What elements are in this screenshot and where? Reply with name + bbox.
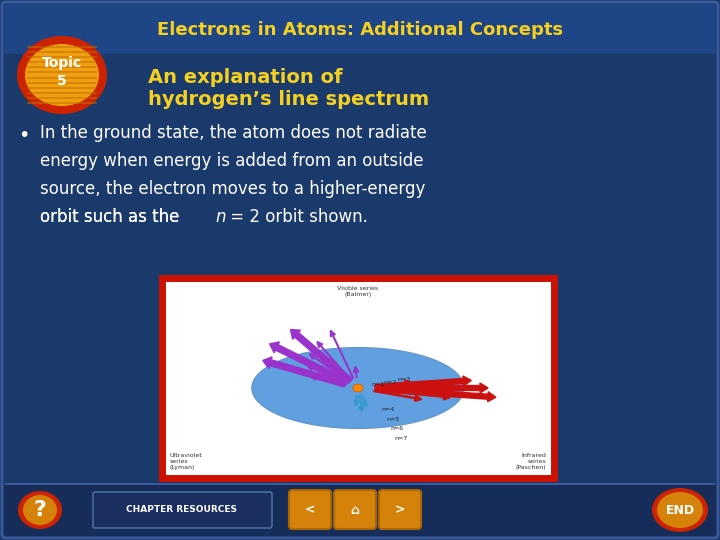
FancyBboxPatch shape [334, 490, 376, 529]
FancyBboxPatch shape [289, 490, 331, 529]
Text: •: • [18, 126, 30, 145]
Text: END: END [665, 503, 695, 516]
Text: orbit such as the: orbit such as the [40, 208, 190, 226]
Ellipse shape [652, 488, 708, 532]
Text: Electrons in Atoms: Additional Concepts: Electrons in Atoms: Additional Concepts [157, 21, 563, 39]
FancyArrow shape [376, 383, 488, 393]
FancyBboxPatch shape [4, 484, 716, 536]
Ellipse shape [23, 495, 57, 525]
Ellipse shape [25, 44, 99, 106]
Text: n=6: n=6 [391, 427, 404, 431]
Ellipse shape [252, 348, 464, 428]
Ellipse shape [312, 370, 404, 406]
Text: Topic
5: Topic 5 [42, 56, 82, 87]
FancyBboxPatch shape [379, 490, 421, 529]
Text: n=7: n=7 [395, 436, 408, 441]
Text: Infrared
series
(Paschen): Infrared series (Paschen) [516, 454, 546, 470]
Text: <: < [305, 503, 315, 516]
Text: energy when energy is added from an outside: energy when energy is added from an outs… [40, 152, 423, 170]
FancyBboxPatch shape [162, 278, 554, 478]
FancyArrow shape [376, 376, 472, 389]
FancyArrow shape [290, 329, 353, 383]
Text: orbit such as the: orbit such as the [40, 208, 190, 226]
Text: n=5: n=5 [387, 417, 400, 422]
Ellipse shape [280, 359, 436, 417]
FancyBboxPatch shape [93, 492, 272, 528]
Text: n: n [215, 208, 225, 226]
Ellipse shape [17, 36, 107, 114]
Text: n=3: n=3 [397, 377, 410, 382]
Text: Visible series
(Balmer): Visible series (Balmer) [338, 286, 379, 297]
Ellipse shape [266, 353, 450, 423]
Ellipse shape [18, 491, 62, 529]
Text: >: > [395, 503, 405, 516]
Text: CHAPTER RESOURCES: CHAPTER RESOURCES [127, 505, 238, 515]
FancyBboxPatch shape [4, 4, 716, 54]
Text: ?: ? [34, 500, 46, 520]
Text: source, the electron moves to a higher-energy: source, the electron moves to a higher-e… [40, 180, 426, 198]
Ellipse shape [657, 492, 703, 528]
Text: n=2: n=2 [384, 380, 397, 385]
FancyArrow shape [376, 387, 496, 402]
Text: n=4: n=4 [382, 407, 395, 413]
Text: n=1: n=1 [372, 382, 384, 388]
Ellipse shape [353, 384, 363, 392]
Text: ⌂: ⌂ [351, 503, 359, 516]
Text: Ultraviolet
series
(Lyman): Ultraviolet series (Lyman) [170, 454, 203, 470]
Ellipse shape [328, 376, 388, 400]
Ellipse shape [342, 382, 374, 394]
FancyArrow shape [269, 342, 348, 385]
Text: In the ground state, the atom does not radiate: In the ground state, the atom does not r… [40, 124, 427, 142]
Text: hydrogen’s line spectrum: hydrogen’s line spectrum [148, 90, 429, 109]
Text: = 2 orbit shown.: = 2 orbit shown. [225, 208, 368, 226]
Ellipse shape [296, 364, 420, 411]
Text: An explanation of: An explanation of [148, 68, 343, 87]
FancyArrow shape [263, 357, 346, 387]
